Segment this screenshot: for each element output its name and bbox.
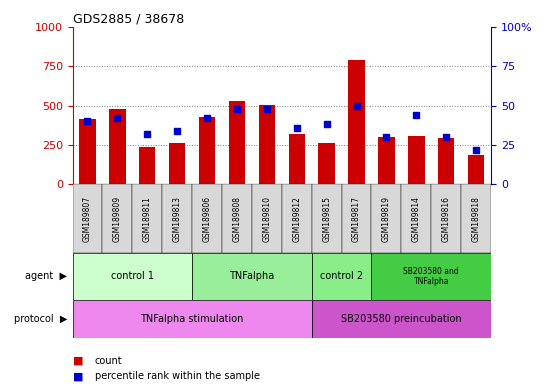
Point — [322, 121, 331, 127]
Point — [83, 118, 92, 124]
Bar — [192, 184, 222, 253]
Point — [113, 115, 122, 121]
Bar — [79, 119, 96, 184]
Text: control 2: control 2 — [320, 271, 363, 281]
Text: GSM189818: GSM189818 — [472, 196, 480, 242]
Bar — [192, 253, 312, 300]
Text: GSM189806: GSM189806 — [203, 196, 211, 242]
Bar — [199, 118, 215, 184]
Bar — [222, 184, 252, 253]
Point — [352, 103, 361, 109]
Bar — [229, 101, 245, 184]
Bar — [378, 137, 395, 184]
Text: GSM189819: GSM189819 — [382, 196, 391, 242]
Text: GSM189808: GSM189808 — [233, 196, 242, 242]
Bar — [288, 134, 305, 184]
Bar — [341, 184, 372, 253]
Text: TNFalpha stimulation: TNFalpha stimulation — [141, 314, 244, 324]
Point — [442, 134, 451, 140]
Text: GSM189814: GSM189814 — [412, 196, 421, 242]
Bar — [73, 253, 192, 300]
Point — [382, 134, 391, 140]
Bar — [319, 143, 335, 184]
Text: GSM189812: GSM189812 — [292, 196, 301, 242]
Text: GSM189809: GSM189809 — [113, 196, 122, 242]
Text: ■: ■ — [73, 371, 83, 381]
Point — [262, 106, 271, 112]
Bar — [139, 147, 156, 184]
Text: percentile rank within the sample: percentile rank within the sample — [95, 371, 260, 381]
Text: TNFalpha: TNFalpha — [229, 271, 275, 281]
Text: SB203580 preincubation: SB203580 preincubation — [341, 314, 461, 324]
Point — [472, 147, 480, 153]
Bar — [282, 184, 312, 253]
Bar — [438, 138, 454, 184]
Point — [143, 131, 152, 137]
Text: GSM189817: GSM189817 — [352, 196, 361, 242]
Bar — [408, 136, 425, 184]
Point — [203, 115, 211, 121]
Bar — [103, 184, 132, 253]
Bar — [461, 184, 491, 253]
Text: count: count — [95, 356, 123, 366]
Bar — [109, 109, 126, 184]
Bar — [258, 105, 275, 184]
Text: GDS2885 / 38678: GDS2885 / 38678 — [73, 13, 184, 26]
Bar — [348, 60, 365, 184]
Bar — [312, 300, 491, 338]
Text: ■: ■ — [73, 356, 83, 366]
Text: GSM189816: GSM189816 — [442, 196, 451, 242]
Bar — [73, 184, 103, 253]
Point — [412, 112, 421, 118]
Bar — [312, 184, 341, 253]
Text: GSM189810: GSM189810 — [262, 196, 271, 242]
Text: GSM189815: GSM189815 — [322, 196, 331, 242]
Bar — [372, 253, 491, 300]
Text: GSM189807: GSM189807 — [83, 196, 92, 242]
Bar — [169, 142, 185, 184]
Text: GSM189813: GSM189813 — [172, 196, 182, 242]
Text: control 1: control 1 — [111, 271, 154, 281]
Bar — [73, 300, 312, 338]
Bar — [372, 184, 401, 253]
Text: agent  ▶: agent ▶ — [25, 271, 67, 281]
Text: GSM189811: GSM189811 — [143, 196, 152, 242]
Bar — [312, 253, 372, 300]
Bar — [401, 184, 431, 253]
Point — [173, 128, 182, 134]
Bar — [162, 184, 192, 253]
Text: protocol  ▶: protocol ▶ — [13, 314, 67, 324]
Bar — [252, 184, 282, 253]
Bar — [468, 155, 484, 184]
Point — [292, 124, 301, 131]
Bar — [431, 184, 461, 253]
Bar — [132, 184, 162, 253]
Text: SB203580 and
TNFalpha: SB203580 and TNFalpha — [403, 267, 459, 286]
Point — [233, 106, 242, 112]
